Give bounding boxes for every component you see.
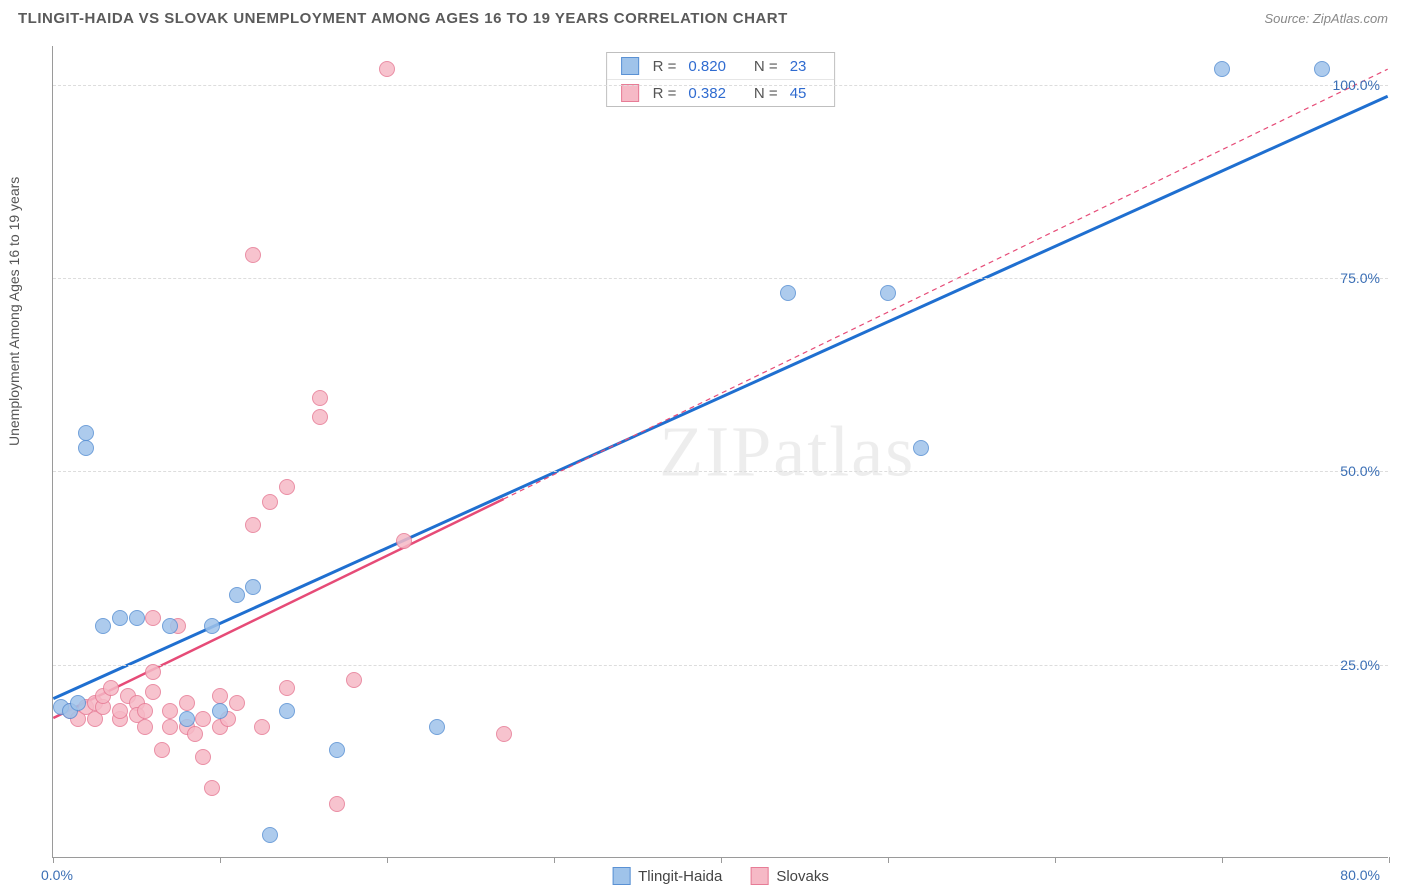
data-point xyxy=(312,390,328,406)
legend-swatch xyxy=(750,867,768,885)
legend-label: Slovaks xyxy=(776,868,829,885)
x-axis-origin-label: 0.0% xyxy=(41,867,73,883)
stat-n-value: 45 xyxy=(790,85,807,102)
stat-r-value: 0.382 xyxy=(688,85,726,102)
data-point xyxy=(112,703,128,719)
data-point xyxy=(212,703,228,719)
data-point xyxy=(187,726,203,742)
data-point xyxy=(496,726,512,742)
data-point xyxy=(195,749,211,765)
data-point xyxy=(204,780,220,796)
gridline-h xyxy=(53,85,1388,86)
data-point xyxy=(245,247,261,263)
trend-line-dashed xyxy=(504,69,1388,499)
data-point xyxy=(279,479,295,495)
stat-n-value: 23 xyxy=(790,58,807,75)
data-point xyxy=(254,719,270,735)
data-point xyxy=(145,664,161,680)
chart-title: TLINGIT-HAIDA VS SLOVAK UNEMPLOYMENT AMO… xyxy=(18,10,788,27)
stats-row: R = 0.820 N = 23 xyxy=(607,53,835,79)
legend-swatch xyxy=(612,867,630,885)
chart-plot-area: ZIPatlas R =0.820N =23R =0.382N =45 0.0%… xyxy=(52,46,1388,858)
data-point xyxy=(162,719,178,735)
header-bar: TLINGIT-HAIDA VS SLOVAK UNEMPLOYMENT AMO… xyxy=(0,0,1406,33)
data-point xyxy=(78,425,94,441)
x-tick xyxy=(1055,857,1056,863)
legend-item: Tlingit-Haida xyxy=(612,867,722,885)
data-point xyxy=(229,695,245,711)
data-point xyxy=(112,610,128,626)
data-point xyxy=(396,533,412,549)
data-point xyxy=(329,796,345,812)
y-axis-label: Unemployment Among Ages 16 to 19 years xyxy=(6,177,22,446)
data-point xyxy=(137,719,153,735)
x-tick xyxy=(721,857,722,863)
data-point xyxy=(379,61,395,77)
data-point xyxy=(1314,61,1330,77)
data-point xyxy=(245,579,261,595)
y-tick-label: 100.0% xyxy=(1333,77,1380,93)
x-axis-max-label: 80.0% xyxy=(1340,867,1380,883)
data-point xyxy=(262,494,278,510)
data-point xyxy=(103,680,119,696)
data-point xyxy=(780,285,796,301)
x-tick xyxy=(554,857,555,863)
y-tick-label: 25.0% xyxy=(1340,657,1380,673)
legend-label: Tlingit-Haida xyxy=(638,868,722,885)
data-point xyxy=(229,587,245,603)
x-tick xyxy=(53,857,54,863)
data-point xyxy=(346,672,362,688)
x-tick xyxy=(1222,857,1223,863)
data-point xyxy=(78,440,94,456)
x-tick xyxy=(1389,857,1390,863)
data-point xyxy=(279,703,295,719)
gridline-h xyxy=(53,278,1388,279)
data-point xyxy=(129,610,145,626)
trend-line xyxy=(53,96,1387,698)
gridline-h xyxy=(53,471,1388,472)
data-point xyxy=(162,618,178,634)
legend-item: Slovaks xyxy=(750,867,829,885)
data-point xyxy=(162,703,178,719)
data-point xyxy=(880,285,896,301)
data-point xyxy=(1214,61,1230,77)
stats-box: R = 0.820 N = 23 R = 0.382 N = 45 xyxy=(606,52,836,107)
data-point xyxy=(95,618,111,634)
data-point xyxy=(204,618,220,634)
gridline-h xyxy=(53,665,1388,666)
stats-row: R = 0.382 N = 45 xyxy=(607,79,835,106)
stat-n-label: N = xyxy=(754,85,778,102)
y-tick-label: 75.0% xyxy=(1340,270,1380,286)
data-point xyxy=(145,610,161,626)
data-point xyxy=(429,719,445,735)
x-tick xyxy=(387,857,388,863)
stat-r-label: R = xyxy=(653,58,677,75)
legend: Tlingit-Haida Slovaks xyxy=(612,867,829,885)
source-label: Source: ZipAtlas.com xyxy=(1264,11,1388,26)
data-point xyxy=(154,742,170,758)
data-point xyxy=(279,680,295,696)
stat-n-label: N = xyxy=(754,58,778,75)
data-point xyxy=(329,742,345,758)
stats-swatch xyxy=(621,57,639,75)
data-point xyxy=(245,517,261,533)
data-point xyxy=(262,827,278,843)
data-point xyxy=(212,688,228,704)
stats-swatch xyxy=(621,84,639,102)
data-point xyxy=(179,711,195,727)
x-tick xyxy=(220,857,221,863)
data-point xyxy=(312,409,328,425)
data-point xyxy=(137,703,153,719)
data-point xyxy=(913,440,929,456)
x-tick xyxy=(888,857,889,863)
stat-r-value: 0.820 xyxy=(688,58,726,75)
data-point xyxy=(179,695,195,711)
data-point xyxy=(195,711,211,727)
trend-lines-svg xyxy=(53,46,1388,857)
stat-r-label: R = xyxy=(653,85,677,102)
data-point xyxy=(70,695,86,711)
data-point xyxy=(145,684,161,700)
y-tick-label: 50.0% xyxy=(1340,463,1380,479)
